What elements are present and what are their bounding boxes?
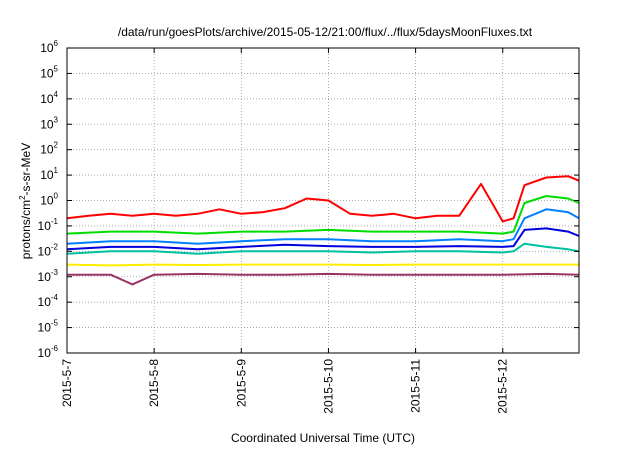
y-tick-label: 10-2: [38, 242, 59, 258]
y-tick-base: 10: [40, 194, 54, 208]
y-tick-base: 10: [40, 92, 54, 106]
x-tick-label: 2015-5-7: [60, 359, 74, 407]
y-tick-base: 10: [38, 270, 52, 284]
y-tick-exp: 1: [54, 166, 59, 175]
series-line: [66, 195, 580, 235]
series-line: [66, 227, 580, 251]
y-tick-label: 102: [40, 141, 58, 157]
y-tick-base: 10: [40, 41, 54, 55]
y-axis-label-tail: -s-sr-MeV: [19, 143, 33, 196]
y-tick-base: 10: [38, 219, 52, 233]
x-tick-label: 2015-5-11: [409, 359, 423, 413]
y-tick-label: 10-5: [38, 319, 59, 335]
y-tick-base: 10: [38, 295, 52, 309]
y-tick-label: 10-3: [38, 268, 59, 284]
y-tick-exp: -6: [51, 344, 59, 353]
y-tick-label: 106: [40, 39, 58, 55]
y-tick-base: 10: [40, 117, 54, 131]
y-tick-exp: 5: [54, 64, 59, 73]
series-layer: [66, 175, 580, 286]
y-tick-label: 10-1: [38, 217, 59, 233]
y-tick-label: 105: [40, 64, 58, 80]
y-tick-label: 10-4: [38, 293, 59, 309]
y-tick-base: 10: [40, 143, 54, 157]
series-line: [66, 263, 579, 267]
y-tick-label: 104: [40, 90, 58, 106]
y-tick-exp: 6: [54, 39, 59, 48]
x-axis-ticks: 2015-5-7 2015-5-8 2015-5-9 2015-5-10 2015-5-…: [60, 48, 510, 414]
series-line: [66, 242, 580, 255]
y-tick-base: 10: [40, 168, 54, 182]
y-tick-base: 10: [38, 321, 52, 335]
y-tick-base: 10: [38, 244, 52, 258]
y-tick-exp: -3: [51, 268, 59, 277]
y-tick-exp: -5: [51, 319, 59, 328]
y-tick-exp: -2: [51, 242, 59, 251]
y-axis-ticks: 10-610-510-410-310-210-11001011021031041…: [38, 39, 579, 360]
x-tick-label: 2015-5-9: [234, 359, 248, 407]
y-tick-label: 103: [40, 115, 58, 131]
y-tick-base: 10: [40, 66, 54, 80]
y-tick-exp: 0: [54, 192, 59, 201]
y-tick-exp: 3: [54, 115, 59, 124]
y-tick-base: 10: [38, 346, 52, 360]
x-tick-label: 2015-5-12: [496, 359, 510, 414]
y-tick-label: 10-6: [38, 344, 59, 360]
y-tick-exp: -4: [51, 293, 59, 302]
y-tick-exp: -1: [51, 217, 59, 226]
y-axis-label: protons/cm2-s-sr-MeV: [18, 143, 33, 259]
x-tick-label: 2015-5-8: [147, 359, 161, 407]
chart-title: /data/run/goesPlots/archive/2015-05-12/2…: [118, 25, 533, 39]
y-tick-exp: 2: [54, 141, 59, 150]
x-tick-label: 2015-5-10: [321, 359, 335, 414]
x-axis-label: Coordinated Universal Time (UTC): [231, 431, 415, 445]
series-line: [66, 208, 580, 245]
y-tick-label: 101: [40, 166, 58, 182]
series-line: [66, 175, 580, 223]
series-line: [67, 272, 580, 286]
y-tick-label: 100: [40, 192, 58, 208]
y-axis-label-main: protons/cm: [19, 200, 33, 259]
y-tick-exp: 4: [54, 90, 59, 99]
y-axis-label-exp: 2: [18, 195, 27, 200]
